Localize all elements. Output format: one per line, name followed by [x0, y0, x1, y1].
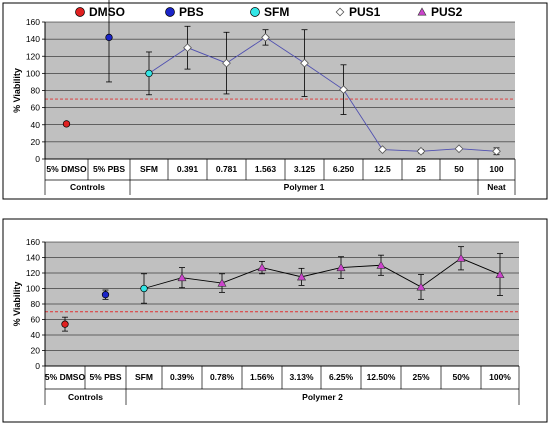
group-label: Polymer 2 [302, 392, 343, 402]
point-pbs [101, 291, 110, 299]
legend-label-pus1: PUS1 [349, 5, 381, 19]
series-line-pus2 [143, 257, 501, 289]
point-pus1 [261, 33, 270, 42]
point-pus1 [300, 58, 309, 68]
point-pus2 [376, 260, 386, 269]
point-pus1 [222, 58, 231, 68]
legend-marker-sfm [250, 7, 260, 17]
point-pus1 [378, 145, 387, 154]
category-label: 0.391 [177, 164, 199, 174]
category-label: 12.50% [367, 372, 396, 382]
y-tick-label: 120 [26, 51, 40, 61]
y-tick-label: 100 [26, 284, 40, 294]
category-label: 12.5 [374, 164, 391, 174]
y-axis-label: % Viability [12, 68, 22, 113]
legend-marker-pbs [165, 7, 175, 17]
point-pus1 [339, 85, 348, 95]
point-sfm [145, 69, 153, 78]
y-tick-label: 140 [26, 34, 40, 44]
legend-label-pus2: PUS2 [431, 5, 463, 19]
y-tick-label: 80 [31, 299, 41, 309]
point-pus1 [492, 146, 501, 156]
category-label: 0.39% [170, 372, 195, 382]
y-tick-label: 160 [26, 17, 40, 27]
y-tick-label: 60 [31, 103, 41, 113]
category-label: 5% DMSO [45, 372, 86, 382]
y-tick-label: 0 [35, 361, 40, 371]
y-axis-label: % Viability [12, 282, 22, 327]
point-dmso [61, 320, 69, 328]
category-label: SFM [140, 164, 158, 174]
y-tick-label: 80 [31, 86, 41, 96]
point-pus1 [183, 43, 192, 53]
y-tick-label: 140 [26, 253, 40, 263]
category-label: 100% [489, 372, 511, 382]
point-dmso [62, 120, 71, 128]
category-label: 1.56% [250, 372, 275, 382]
y-tick-label: 100 [26, 68, 40, 78]
point-pbs [105, 33, 113, 42]
y-tick-label: 0 [35, 154, 40, 164]
category-label: 25% [412, 372, 429, 382]
y-tick-label: 160 [26, 237, 40, 247]
y-tick-label: 20 [31, 137, 41, 147]
point-pus2 [456, 253, 466, 262]
legend-marker-pus1 [335, 7, 345, 17]
category-label: 5% DMSO [46, 164, 87, 174]
point-pus2 [336, 262, 346, 272]
category-label: 5% PBS [89, 372, 121, 382]
point-sfm [140, 284, 148, 293]
series-line-pus1 [148, 36, 497, 152]
legend-marker-dmso [75, 7, 85, 17]
legend-label-sfm: SFM [264, 5, 289, 19]
chart-1: 0 20 40 60 80 100 120 140 160 % Viability 5% DMSO 5… [2, 0, 548, 200]
point-pus1 [454, 144, 464, 154]
legend: DMSO PBS SFM PUS1 PUS2 [75, 5, 463, 19]
group-label: Controls [70, 182, 105, 192]
category-label: 50 [454, 164, 464, 174]
category-label: 6.250 [333, 164, 355, 174]
category-label: 100 [489, 164, 503, 174]
category-label: 0.781 [216, 164, 238, 174]
category-label: 6.25% [329, 372, 354, 382]
point-pus1 [416, 146, 426, 156]
y-tick-label: 40 [31, 330, 41, 340]
group-label: Controls [68, 392, 103, 402]
y-tick-label: 40 [31, 120, 41, 130]
group-label: Polymer 1 [284, 182, 325, 192]
category-label: 3.125 [294, 164, 316, 174]
point-pus2 [217, 278, 227, 287]
category-label: 5% PBS [93, 164, 125, 174]
category-label: SFM [135, 372, 153, 382]
legend-label-dmso: DMSO [89, 5, 125, 19]
legend-label-pbs: PBS [179, 5, 204, 19]
category-label: 1.563 [255, 164, 277, 174]
y-tick-label: 60 [31, 315, 41, 325]
y-tick-label: 120 [26, 268, 40, 278]
y-tick-label: 20 [31, 346, 41, 356]
category-label: 3.13% [289, 372, 314, 382]
point-pus2 [495, 269, 505, 279]
category-label: 25 [416, 164, 426, 174]
category-label: 50% [452, 372, 469, 382]
legend-marker-pus2 [417, 7, 427, 16]
group-label: Neat [487, 182, 506, 192]
category-label: 0.78% [210, 372, 235, 382]
point-pus2 [177, 273, 187, 282]
point-pus2 [416, 282, 426, 291]
point-pus2 [296, 272, 307, 281]
point-pus2 [257, 262, 267, 272]
